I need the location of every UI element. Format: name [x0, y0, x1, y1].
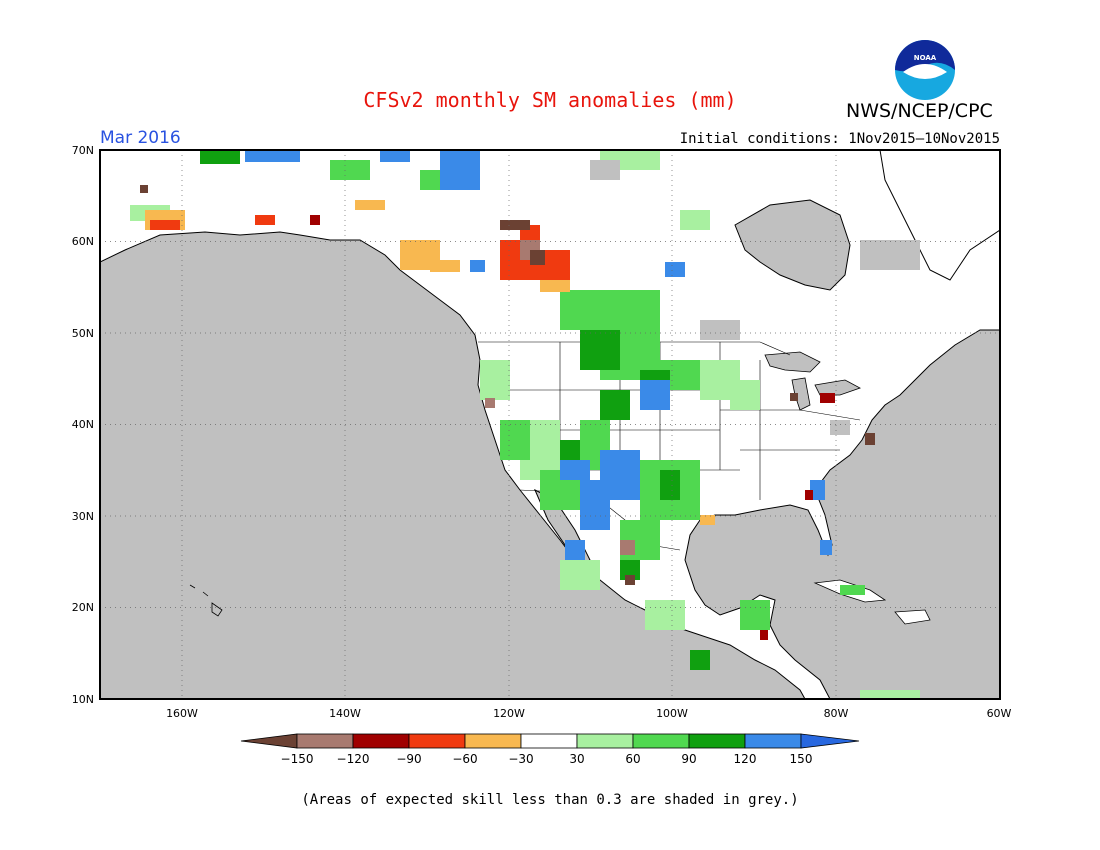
colorbar-label: 150 [790, 752, 813, 766]
lon-label-140w: 140W [329, 707, 361, 720]
colorbar [240, 733, 860, 749]
cuba [813, 579, 887, 603]
colorbar-swatch-90-60 [408, 733, 466, 749]
noaa-logo: NOAA [895, 40, 955, 100]
lon-label-100w: 100W [656, 707, 688, 720]
map-title: CFSv2 monthly SM anomalies (mm) [363, 88, 737, 112]
lat-label-70n: 70N [72, 144, 94, 157]
colorbar-swatch-150-120 [296, 733, 354, 749]
colorbar-label: −120 [337, 752, 370, 766]
colorbar-label: 90 [681, 752, 696, 766]
colorbar-label: −30 [508, 752, 533, 766]
latitude-labels: 70N 60N 50N 40N 30N 20N 10N [72, 144, 94, 706]
gulf-of-california [533, 488, 591, 566]
hispaniola [894, 609, 931, 625]
lat-label-30n: 30N [72, 510, 94, 523]
grid-lines [100, 150, 1000, 699]
lon-label-160w: 160W [166, 707, 198, 720]
anomaly-cells [130, 150, 920, 699]
lon-label-60w: 60W [987, 707, 1012, 720]
colorbar-swatch-30-60 [576, 733, 634, 749]
initial-conditions-label: Initial conditions: 1Nov2015—10Nov2015 [679, 131, 1000, 147]
lon-label-80w: 80W [824, 707, 849, 720]
colorbar-swatch-above-150 [800, 733, 860, 749]
colorbar-swatch-120-150 [744, 733, 802, 749]
political-borders [478, 341, 861, 551]
colorbar-swatch-below-150 [240, 733, 298, 749]
great-lakes [764, 351, 861, 411]
colorbar-labels: −150 −120 −90 −60 −30 30 60 90 120 150 [281, 752, 813, 766]
colorbar-swatch-60-90 [632, 733, 690, 749]
longitude-labels: 160W 140W 120W 100W 80W 60W [166, 707, 1011, 720]
logo-label: NOAA [914, 54, 937, 62]
colorbar-label: 60 [625, 752, 640, 766]
lat-label-50n: 50N [72, 327, 94, 340]
colorbar-swatch-120-90 [352, 733, 410, 749]
hudson-bay [734, 199, 851, 291]
organization-label: NWS/NCEP/CPC [846, 100, 993, 122]
colorbar-swatch-60-30 [464, 733, 522, 749]
colorbar-label: −90 [396, 752, 421, 766]
valid-period-label: Mar 2016 [100, 128, 181, 148]
map-background [100, 150, 1000, 699]
lon-label-120w: 120W [493, 707, 525, 720]
lat-label-40n: 40N [72, 418, 94, 431]
lat-label-60n: 60N [72, 235, 94, 248]
land-north-america [100, 150, 1000, 699]
colorbar-swatch-90-120 [688, 733, 746, 749]
greenland [879, 150, 1000, 281]
colorbar-label: −60 [452, 752, 477, 766]
colorbar-label: −150 [281, 752, 314, 766]
colorbar-label: 120 [734, 752, 757, 766]
colorbar-swatch-30-30 [520, 733, 578, 749]
colorbar-label: 30 [569, 752, 584, 766]
lat-label-20n: 20N [72, 601, 94, 614]
hawaii-islands [189, 584, 223, 617]
lat-label-10n: 10N [72, 693, 94, 706]
map-frame [99, 149, 1001, 700]
footnote: (Areas of expected skill less than 0.3 a… [301, 792, 799, 808]
